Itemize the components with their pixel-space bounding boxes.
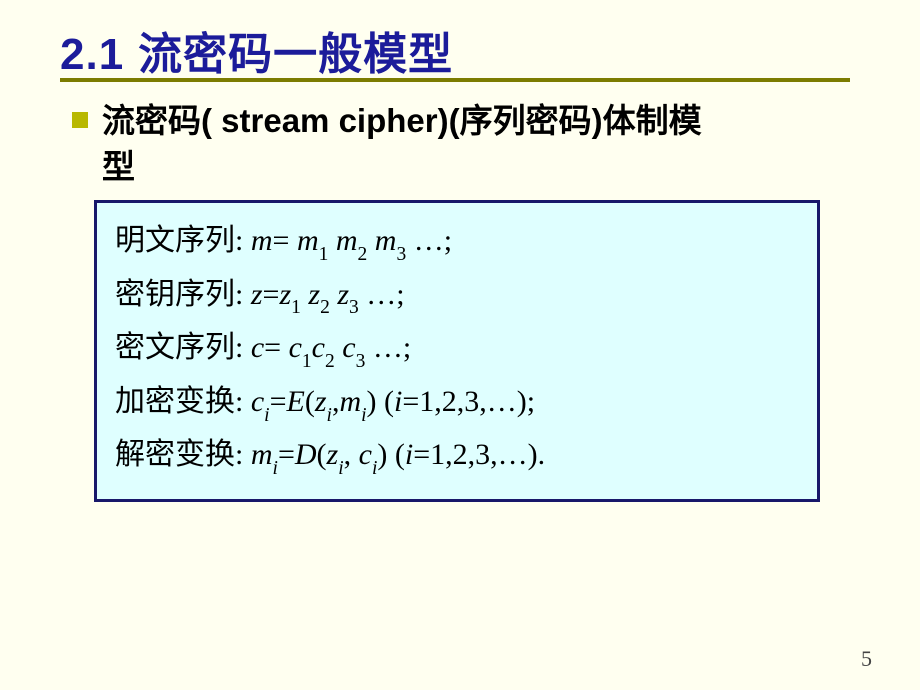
m3s: 3 bbox=[396, 244, 406, 265]
eq: = bbox=[278, 438, 295, 471]
eq: = bbox=[270, 385, 287, 418]
page-number: 5 bbox=[861, 646, 872, 672]
sp bbox=[328, 224, 336, 257]
paren-close: ) ( bbox=[377, 438, 404, 471]
bullet-mid: )(序列密码)体制模 bbox=[438, 102, 702, 139]
line-encrypt: 加密变换: ci=E(zi,mi) (i=1,2,3,…); bbox=[115, 376, 801, 430]
sp bbox=[367, 224, 375, 257]
m2b: m bbox=[336, 224, 358, 257]
zi-s: i bbox=[338, 458, 343, 479]
fn-E: E bbox=[287, 385, 305, 418]
line-decrypt: 解密变换: mi=D(zi, ci) (i=1,2,3,…). bbox=[115, 429, 801, 483]
line-key: 密钥序列: z=z1 z2 z3 …; bbox=[115, 269, 801, 323]
title-underline bbox=[60, 78, 850, 82]
m1s: 1 bbox=[319, 244, 329, 265]
idx-i: i bbox=[405, 438, 413, 471]
eq: = bbox=[264, 331, 288, 364]
var-m: m bbox=[251, 224, 273, 257]
zi-b: z bbox=[327, 438, 339, 471]
slide-title: 2.1 流密码一般模型 bbox=[60, 18, 453, 82]
paren-close: ) ( bbox=[367, 385, 394, 418]
z3b: z bbox=[337, 278, 349, 311]
label-cipher: 密文序列: bbox=[115, 331, 251, 364]
bullet-text: 流密码( stream cipher)(序列密码)体制模 型 bbox=[102, 98, 702, 190]
label-enc: 加密变换: bbox=[115, 385, 251, 418]
line-ciphertext: 密文序列: c= c1c2 c3 …; bbox=[115, 322, 801, 376]
z1s: 1 bbox=[291, 297, 301, 318]
range: =1,2,3,…); bbox=[402, 385, 535, 418]
z1b: z bbox=[279, 278, 291, 311]
var-c: c bbox=[251, 331, 264, 364]
c2s: 2 bbox=[325, 351, 335, 372]
c3b: c bbox=[342, 331, 355, 364]
tail: …; bbox=[406, 224, 452, 257]
comma: , bbox=[344, 438, 359, 471]
range: =1,2,3,…). bbox=[413, 438, 545, 471]
fn-D: D bbox=[295, 438, 317, 471]
z2b: z bbox=[308, 278, 320, 311]
bullet-marker bbox=[72, 112, 88, 128]
formula-box: 明文序列: m= m1 m2 m3 …; 密钥序列: z=z1 z2 z3 …;… bbox=[94, 200, 820, 502]
bullet-line2: 型 bbox=[102, 148, 135, 185]
c1b: c bbox=[289, 331, 302, 364]
label-key: 密钥序列: bbox=[115, 278, 251, 311]
tail: …; bbox=[359, 278, 405, 311]
ci-b: c bbox=[251, 385, 264, 418]
zi-s: i bbox=[327, 405, 332, 426]
m2s: 2 bbox=[358, 244, 368, 265]
mi-s: i bbox=[361, 405, 366, 426]
m1b: m bbox=[297, 224, 319, 257]
zi-b: z bbox=[315, 385, 327, 418]
title-number: 2.1 bbox=[60, 30, 124, 79]
z2s: 2 bbox=[320, 297, 330, 318]
c1s: 1 bbox=[302, 351, 312, 372]
bullet-item: 流密码( stream cipher)(序列密码)体制模 型 bbox=[72, 98, 882, 190]
slide: 2.1 流密码一般模型 流密码( stream cipher)(序列密码)体制模 … bbox=[0, 0, 920, 690]
c2b: c bbox=[312, 331, 325, 364]
label-dec: 解密变换: bbox=[115, 438, 251, 471]
eq: = bbox=[263, 278, 280, 311]
title-text: 流密码一般模型 bbox=[138, 30, 453, 79]
paren: ( bbox=[317, 438, 327, 471]
label-plaintext: 明文序列: bbox=[115, 224, 251, 257]
m3b: m bbox=[375, 224, 397, 257]
tail: …; bbox=[365, 331, 411, 364]
z3s: 3 bbox=[349, 297, 359, 318]
ci-s: i bbox=[264, 405, 269, 426]
paren: ( bbox=[305, 385, 315, 418]
line-plaintext: 明文序列: m= m1 m2 m3 …; bbox=[115, 215, 801, 269]
ci-s: i bbox=[372, 458, 377, 479]
mi-b: m bbox=[339, 385, 361, 418]
var-z: z bbox=[251, 278, 263, 311]
bullet-prefix: 流密码( bbox=[102, 102, 212, 139]
c3s: 3 bbox=[356, 351, 366, 372]
mi-s: i bbox=[273, 458, 278, 479]
bullet-en: stream cipher bbox=[212, 102, 438, 139]
ci-b: c bbox=[359, 438, 372, 471]
eq: = bbox=[273, 224, 297, 257]
mi-b: m bbox=[251, 438, 273, 471]
